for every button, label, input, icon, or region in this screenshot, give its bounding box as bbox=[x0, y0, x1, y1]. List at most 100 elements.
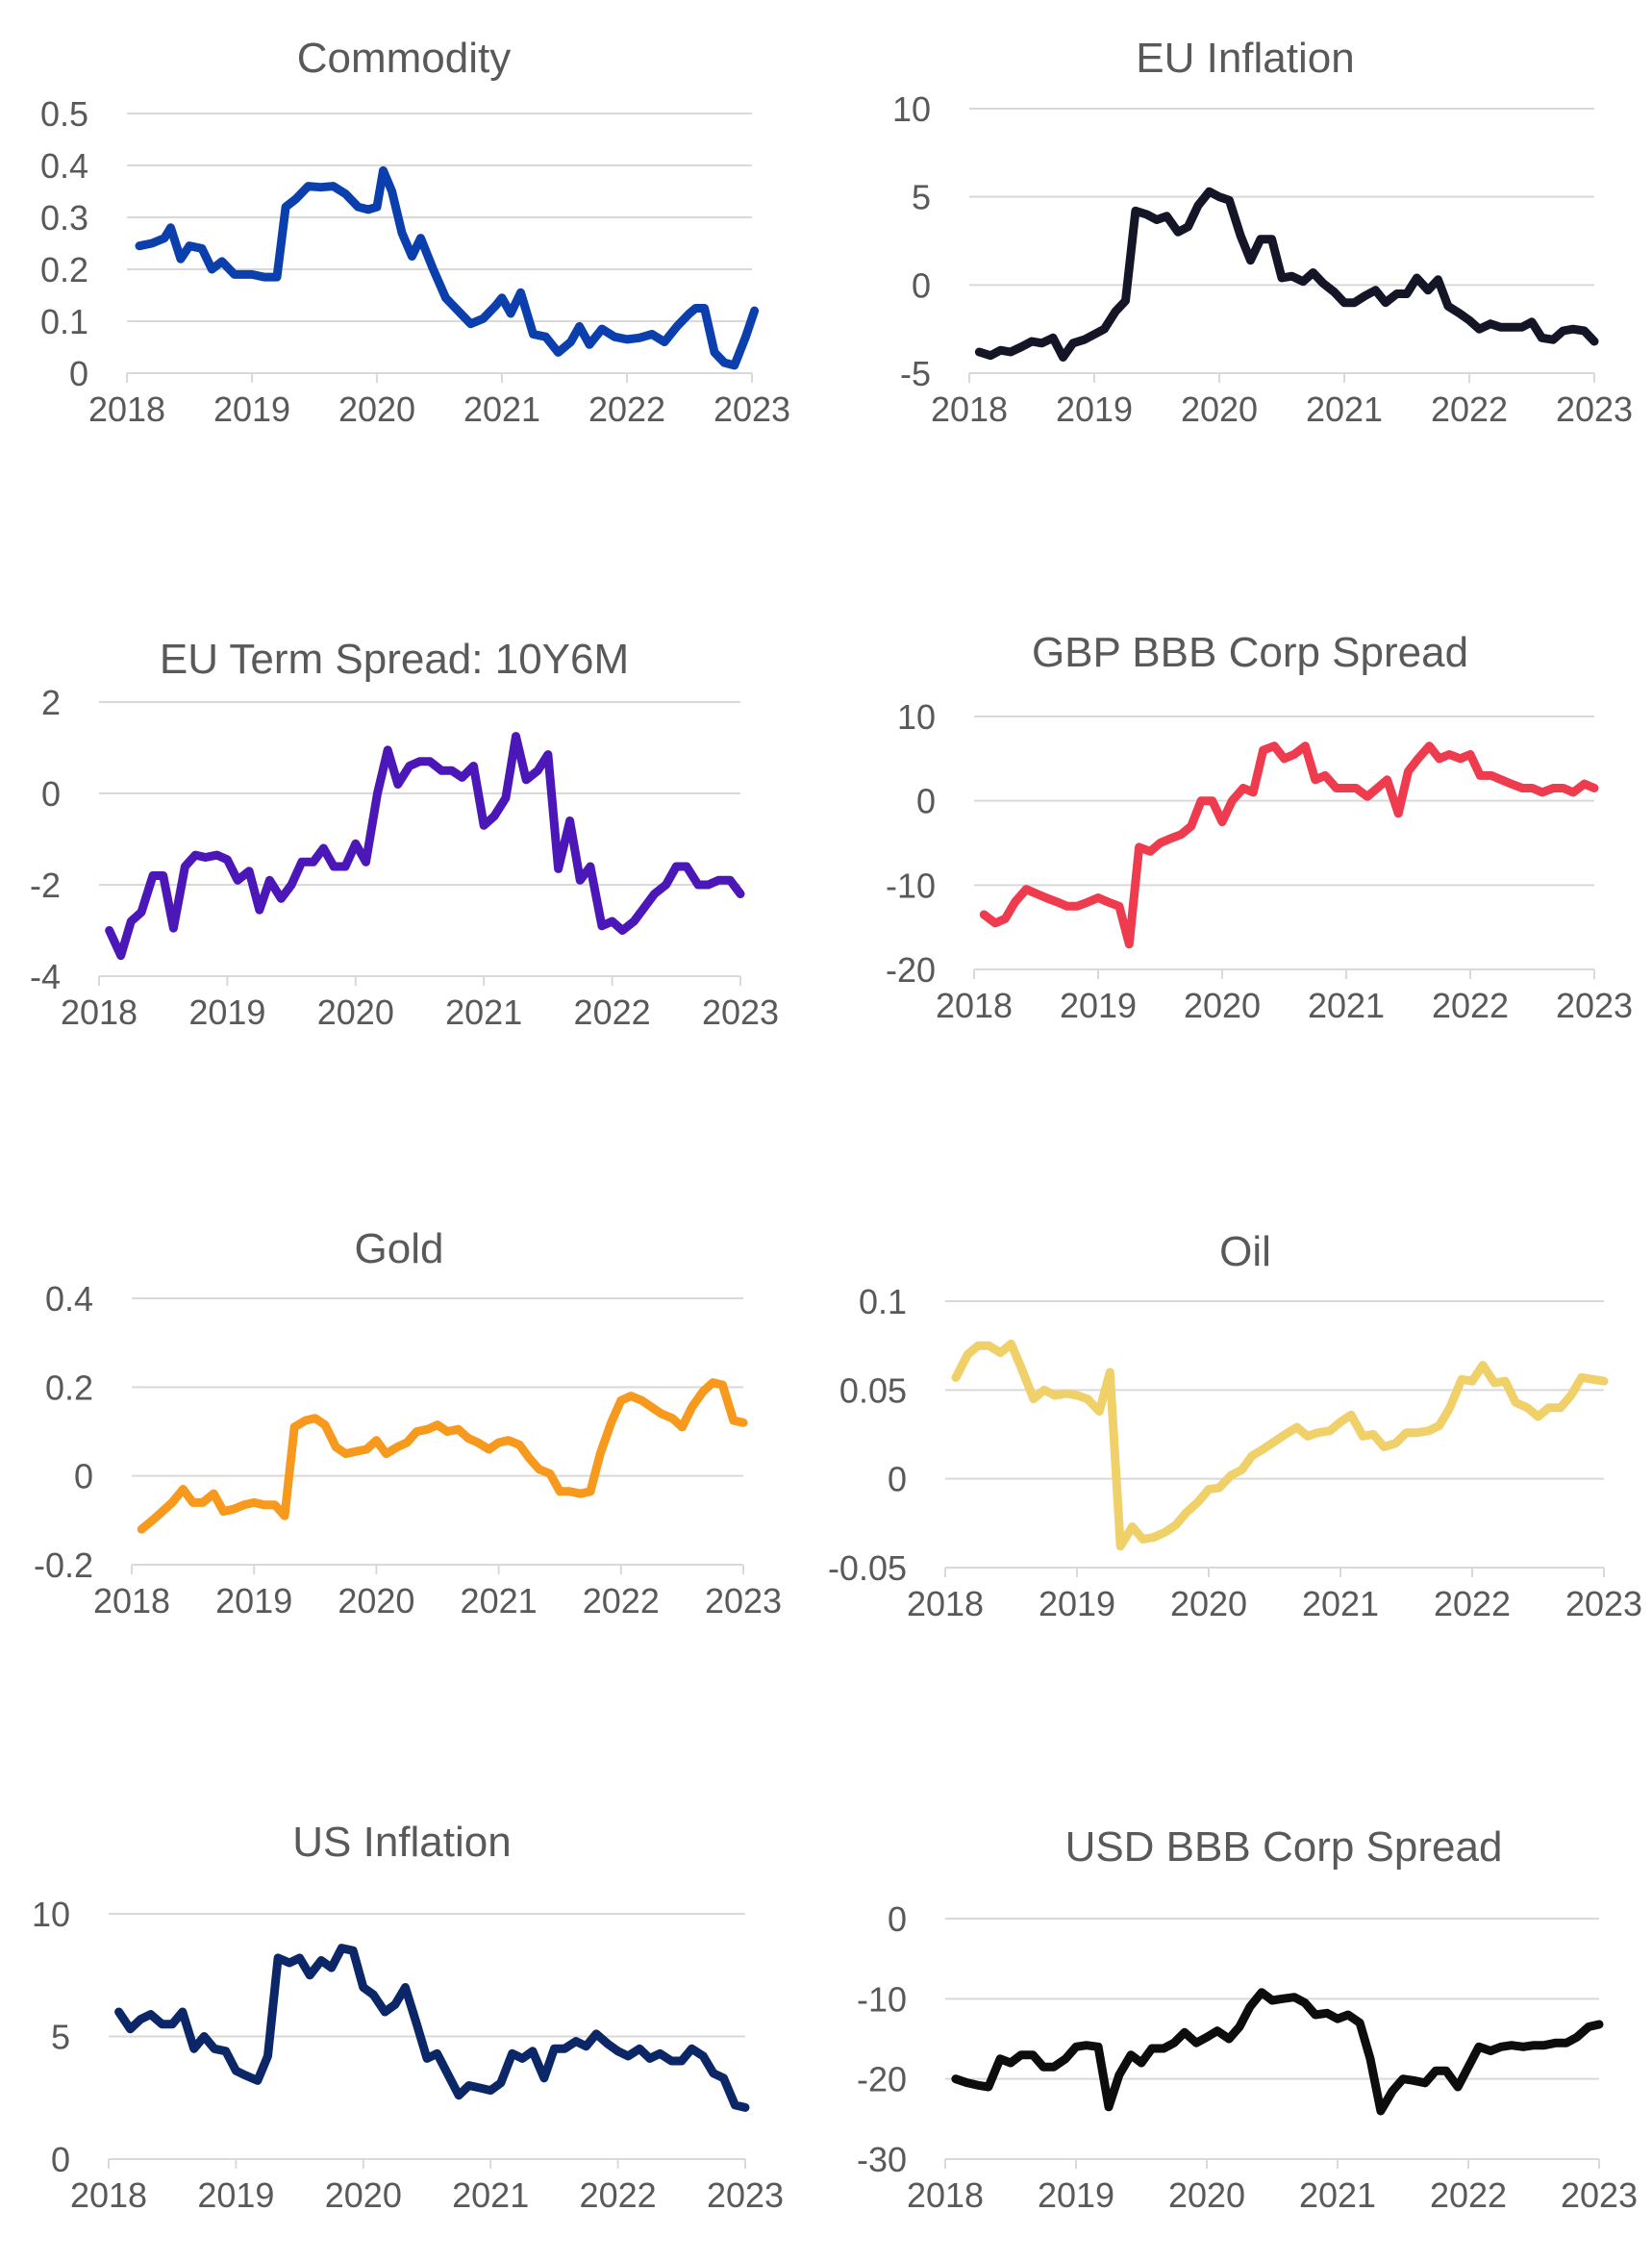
series-line bbox=[979, 741, 1599, 949]
x-tick-label: 2020 bbox=[1170, 1584, 1247, 1623]
chart-panel-6: Oil -0.05 0 0.05 0.1 2018 2019 2020 2021 2022 2023 bbox=[828, 1228, 1642, 1623]
y-tick-label: 0.2 bbox=[45, 1368, 93, 1407]
chart-panel-5: Gold -0.2 0 0.2 0.4 2018 2019 2020 2021 2022 2023 bbox=[34, 1225, 782, 1620]
x-tick-label: 2023 bbox=[705, 1581, 782, 1620]
y-tick-label: 10 bbox=[32, 1895, 70, 1934]
x-tick-label: 2018 bbox=[61, 992, 138, 1032]
y-tick-label: -20 bbox=[886, 950, 936, 990]
x-tick-label: 2022 bbox=[1432, 986, 1509, 1025]
x-tick-label: 2019 bbox=[1039, 1584, 1115, 1623]
x-tick-label: 2021 bbox=[461, 1581, 538, 1620]
y-tick-label: 0.2 bbox=[40, 250, 88, 289]
y-tick-label: -0.05 bbox=[828, 1548, 907, 1588]
x-tick-label: 2022 bbox=[574, 992, 651, 1032]
y-tick-label: 0.1 bbox=[40, 302, 88, 341]
chart-title: Gold bbox=[355, 1225, 444, 1272]
y-tick-label: 0.5 bbox=[40, 94, 88, 134]
y-tick-label: 0 bbox=[888, 1460, 907, 1499]
x-tick-label: 2018 bbox=[88, 389, 165, 429]
x-tick-label: 2018 bbox=[931, 389, 1008, 429]
x-tick-label: 2019 bbox=[188, 992, 265, 1032]
x-tick-label: 2019 bbox=[1038, 2175, 1114, 2215]
chart-panel-3: EU Term Spread: 10Y6M -4 -2 0 2 2018 2019 2020 2… bbox=[30, 636, 779, 1032]
x-tick-label: 2018 bbox=[936, 986, 1013, 1025]
x-tick-label: 2021 bbox=[1299, 2175, 1376, 2215]
y-tick-label: 0.1 bbox=[859, 1282, 907, 1321]
x-tick-label: 2020 bbox=[1181, 389, 1258, 429]
x-tick-label: 2023 bbox=[1556, 986, 1633, 1025]
series-line bbox=[135, 165, 760, 370]
x-tick-label: 2019 bbox=[1060, 986, 1137, 1025]
x-tick-label: 2018 bbox=[907, 2175, 984, 2215]
x-tick-label: 2020 bbox=[1184, 986, 1261, 1025]
x-tick-label: 2021 bbox=[463, 389, 540, 429]
y-tick-label: 0 bbox=[41, 774, 61, 814]
y-tick-label: 0.4 bbox=[45, 1279, 93, 1319]
x-tick-label: 2023 bbox=[713, 389, 790, 429]
y-tick-label: 2 bbox=[41, 683, 61, 722]
x-tick-label: 2020 bbox=[338, 389, 415, 429]
y-tick-label: 5 bbox=[912, 178, 931, 217]
y-tick-label: 0 bbox=[69, 354, 88, 393]
x-tick-label: 2018 bbox=[907, 1584, 984, 1623]
chart-title: Oil bbox=[1219, 1228, 1271, 1275]
x-tick-label: 2020 bbox=[1168, 2175, 1245, 2215]
chart-panel-1: Commodity 0 0.1 0.2 0.3 0.4 0.5 2018 2019 2020 202… bbox=[40, 35, 790, 429]
x-tick-label: 2019 bbox=[197, 2175, 274, 2215]
x-tick-label: 2020 bbox=[338, 1581, 414, 1620]
y-tick-label: 0 bbox=[916, 782, 936, 821]
y-tick-label: 10 bbox=[892, 89, 931, 129]
y-tick-label: -20 bbox=[857, 2060, 907, 2099]
x-tick-label: 2019 bbox=[215, 1581, 292, 1620]
x-tick-label: 2021 bbox=[1308, 986, 1385, 1025]
y-tick-label: -0.2 bbox=[34, 1545, 93, 1585]
x-tick-label: 2022 bbox=[1430, 2175, 1507, 2215]
chart-panel-2: EU Inflation -5 0 5 10 2018 2019 2020 2021 2022 20… bbox=[892, 35, 1633, 429]
y-tick-label: 0 bbox=[888, 1899, 907, 1939]
series-line bbox=[951, 1988, 1604, 2116]
x-tick-label: 2022 bbox=[1431, 389, 1508, 429]
y-tick-label: 10 bbox=[897, 697, 936, 737]
x-tick-label: 2023 bbox=[707, 2175, 784, 2215]
chart-title: EU Term Spread: 10Y6M bbox=[160, 636, 629, 683]
series-line bbox=[951, 1339, 1609, 1551]
y-tick-label: -10 bbox=[857, 1979, 907, 2019]
y-tick-label: 0.3 bbox=[40, 198, 88, 238]
chart-panel-7: US Inflation 0 5 10 2018 2019 2020 2021 2022 2023 bbox=[32, 1819, 784, 2215]
y-tick-label: 0 bbox=[51, 2140, 70, 2179]
x-tick-label: 2021 bbox=[1306, 389, 1383, 429]
x-tick-label: 2023 bbox=[702, 992, 779, 1032]
x-tick-label: 2022 bbox=[580, 2175, 657, 2215]
x-tick-label: 2020 bbox=[325, 2175, 402, 2215]
x-tick-label: 2023 bbox=[1565, 1584, 1642, 1623]
x-tick-label: 2022 bbox=[588, 389, 665, 429]
x-tick-label: 2019 bbox=[1056, 389, 1133, 429]
chart-panel-4: GBP BBB Corp Spread -20 -10 0 10 2018 2019 2020… bbox=[886, 629, 1633, 1025]
series-line bbox=[137, 1378, 748, 1534]
y-tick-label: 5 bbox=[51, 2018, 70, 2057]
series-line bbox=[974, 187, 1599, 362]
y-tick-label: 0.4 bbox=[40, 146, 88, 186]
y-tick-label: -30 bbox=[857, 2140, 907, 2179]
x-tick-label: 2018 bbox=[70, 2175, 147, 2215]
x-tick-label: 2021 bbox=[1302, 1584, 1379, 1623]
y-tick-label: 0 bbox=[74, 1457, 93, 1496]
chart-title: US Inflation bbox=[292, 1819, 511, 1866]
chart-title: EU Inflation bbox=[1136, 35, 1354, 82]
x-tick-label: 2019 bbox=[213, 389, 290, 429]
chart-title: USD BBB Corp Spread bbox=[1065, 1823, 1503, 1871]
x-tick-label: 2022 bbox=[1434, 1584, 1511, 1623]
y-tick-label: -4 bbox=[30, 957, 61, 996]
x-tick-label: 2023 bbox=[1556, 389, 1633, 429]
chart-title: GBP BBB Corp Spread bbox=[1032, 629, 1468, 676]
x-tick-label: 2021 bbox=[445, 992, 522, 1032]
y-tick-label: -5 bbox=[900, 354, 931, 393]
series-line bbox=[105, 732, 745, 961]
x-tick-label: 2022 bbox=[583, 1581, 660, 1620]
chart-panel-8: USD BBB Corp Spread -30 -20 -10 0 2018 2019 202… bbox=[857, 1823, 1638, 2215]
y-tick-label: -2 bbox=[30, 866, 61, 905]
y-tick-label: 0 bbox=[912, 265, 931, 305]
series-line bbox=[114, 1944, 750, 2112]
x-tick-label: 2023 bbox=[1561, 2175, 1638, 2215]
